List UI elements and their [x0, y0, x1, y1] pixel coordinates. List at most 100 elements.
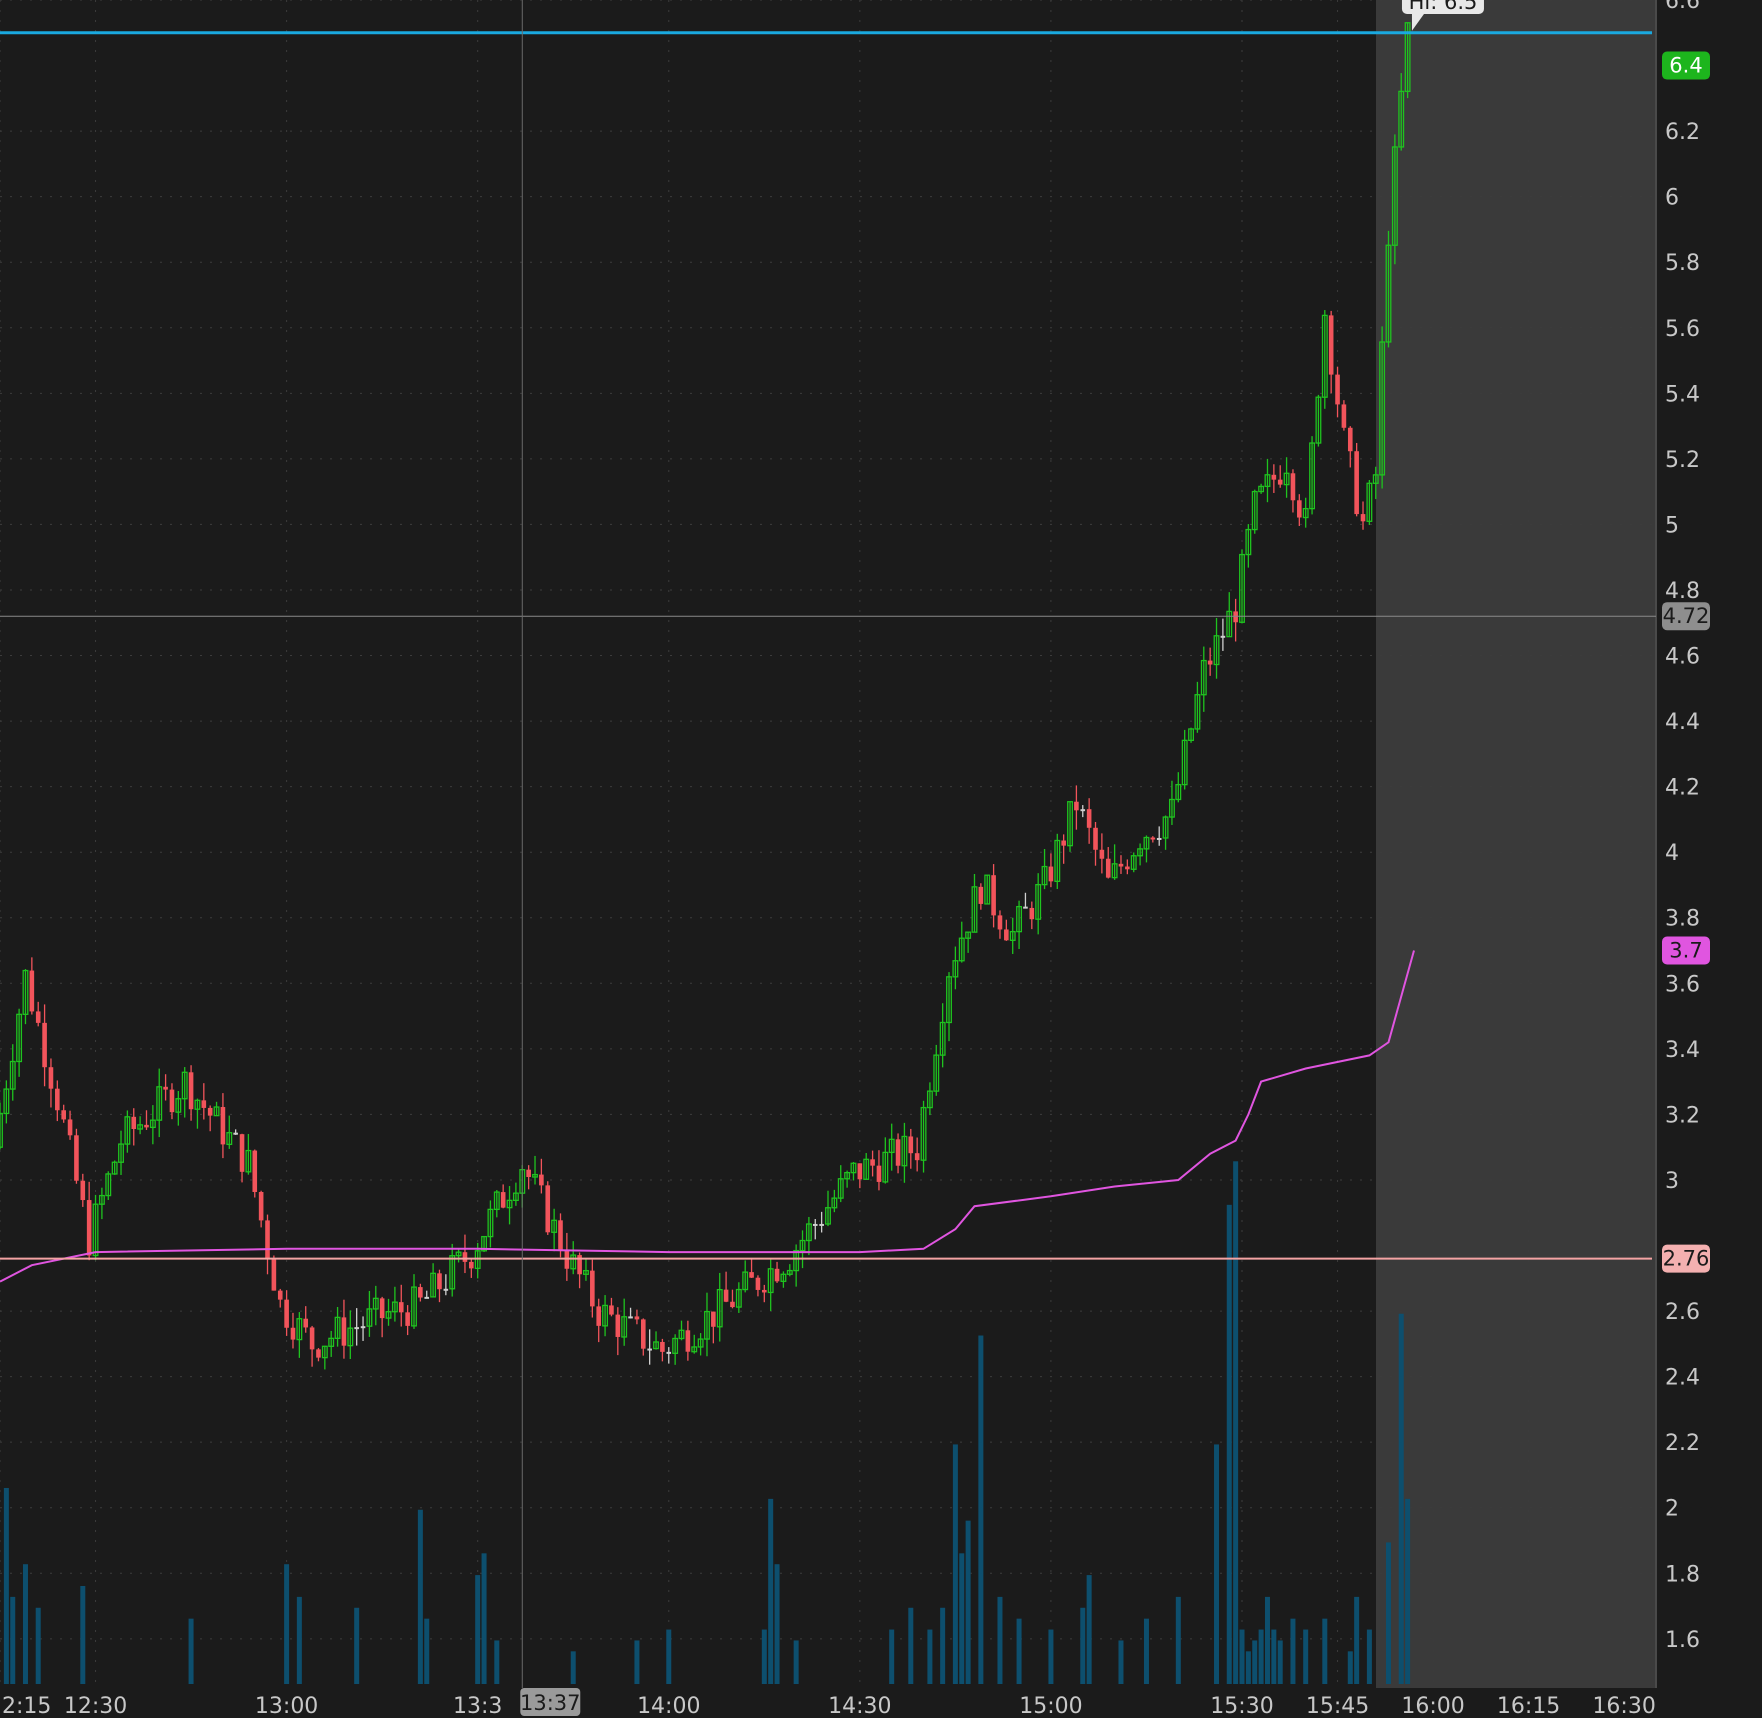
volume-bar	[1016, 1618, 1022, 1684]
candle-body	[762, 1289, 767, 1293]
volume-bar	[354, 1607, 360, 1684]
candle-body	[1372, 474, 1379, 484]
candle-body	[577, 1255, 582, 1275]
vwap-value-badge: 3.7	[1669, 939, 1702, 963]
volume-bar	[908, 1607, 914, 1684]
volume-bar	[80, 1585, 86, 1684]
candle-body	[74, 1135, 79, 1181]
candle-body	[35, 1011, 41, 1023]
y-tick-label: 3.6	[1665, 972, 1700, 997]
candle-body	[9, 1060, 16, 1090]
candle-body	[1404, 22, 1411, 93]
candle-body	[86, 1200, 92, 1256]
candle-body	[1130, 855, 1137, 870]
candle-body	[634, 1316, 640, 1320]
candle-body	[831, 1197, 838, 1209]
candle-body	[316, 1349, 321, 1358]
candle-body	[271, 1258, 277, 1291]
candle-body	[621, 1316, 628, 1338]
candle-body	[1175, 783, 1182, 801]
candle-body	[105, 1173, 112, 1197]
high-label: Hi: 6.5	[1409, 0, 1478, 14]
volume-bar	[1303, 1629, 1309, 1684]
candle-body	[952, 960, 959, 978]
candle-body	[1309, 442, 1316, 510]
candle-body	[149, 1119, 156, 1129]
candle-body	[1061, 840, 1066, 846]
candle-body	[716, 1288, 723, 1328]
candle-body	[1048, 866, 1054, 882]
candle-body	[188, 1072, 194, 1110]
candle-body	[678, 1329, 685, 1340]
candle-body	[1297, 500, 1302, 518]
candle-body	[895, 1139, 901, 1166]
candle-body	[169, 1089, 175, 1113]
vwap-value-badge-bg	[1662, 936, 1710, 965]
x-axis-ticks: 2:15 12:30 13:00 13:3 14:00 14:30 15:00 15:30 15…	[2, 1694, 1656, 1718]
candle-body	[1220, 635, 1226, 638]
volume-bar	[188, 1618, 194, 1684]
candle-body	[1016, 905, 1023, 933]
candle-body	[1200, 659, 1207, 696]
future-session-area	[1376, 0, 1656, 1688]
candle-body	[660, 1341, 665, 1352]
candle-body	[1194, 694, 1201, 730]
vwap-line-group	[0, 950, 1415, 1283]
candle-body	[1207, 660, 1213, 665]
candle-body	[1283, 472, 1290, 486]
candle-body	[80, 1180, 86, 1201]
volume-bar	[1258, 1629, 1264, 1684]
candle-body	[443, 1288, 449, 1291]
candle-body	[1105, 858, 1111, 878]
candle-body	[1354, 451, 1359, 515]
candle-body	[1213, 635, 1220, 666]
candle-body	[67, 1119, 73, 1136]
candle-body	[55, 1088, 60, 1111]
crosshair-price-badge: 4.72	[1663, 604, 1710, 628]
candle-body	[42, 1022, 47, 1068]
candle-body	[449, 1255, 456, 1290]
candle-body	[481, 1235, 488, 1252]
volume-bar	[481, 1553, 487, 1684]
candle-body	[175, 1098, 182, 1113]
candle-body	[391, 1301, 398, 1313]
volume-bar	[1405, 1498, 1411, 1684]
candle-body	[118, 1143, 124, 1163]
candle-body	[730, 1301, 735, 1308]
volume-bar	[666, 1629, 672, 1684]
y-tick-label: 5.8	[1665, 251, 1700, 276]
candle-body	[252, 1150, 258, 1192]
x-tick-label: 16:15	[1497, 1694, 1560, 1718]
candle-body	[1239, 553, 1245, 623]
volume-bar	[1239, 1629, 1245, 1684]
candle-body	[0, 1112, 3, 1148]
volume-bar	[1118, 1640, 1124, 1684]
candle-body	[239, 1134, 245, 1172]
x-tick-label: 12:30	[64, 1694, 127, 1718]
volume-bar	[1080, 1607, 1086, 1684]
volume-bar	[1233, 1161, 1239, 1684]
candle-body	[1080, 809, 1086, 812]
candle-body	[570, 1254, 577, 1270]
y-tick-label: 4.2	[1665, 776, 1700, 801]
candle-body	[1111, 863, 1118, 879]
volume-bar	[1245, 1651, 1251, 1684]
y-tick-label: 4.8	[1665, 579, 1700, 604]
candle-body	[354, 1327, 359, 1330]
candle-body	[233, 1132, 238, 1135]
candle-body	[1086, 809, 1092, 828]
volume-bar	[940, 1607, 946, 1684]
candle-body	[735, 1288, 742, 1308]
candle-body	[1335, 374, 1340, 405]
candle-body	[506, 1199, 513, 1209]
volume-bar	[1252, 1640, 1258, 1684]
x-tick-label: 16:00	[1401, 1694, 1464, 1718]
candle-body	[500, 1192, 506, 1208]
crosshair-time-badge: 13:37	[520, 1691, 581, 1715]
candle-body	[1099, 849, 1105, 859]
candle-body	[328, 1337, 335, 1347]
candle-body	[1074, 801, 1079, 811]
candle-body	[111, 1161, 118, 1175]
x-tick-label: 14:30	[828, 1694, 891, 1718]
